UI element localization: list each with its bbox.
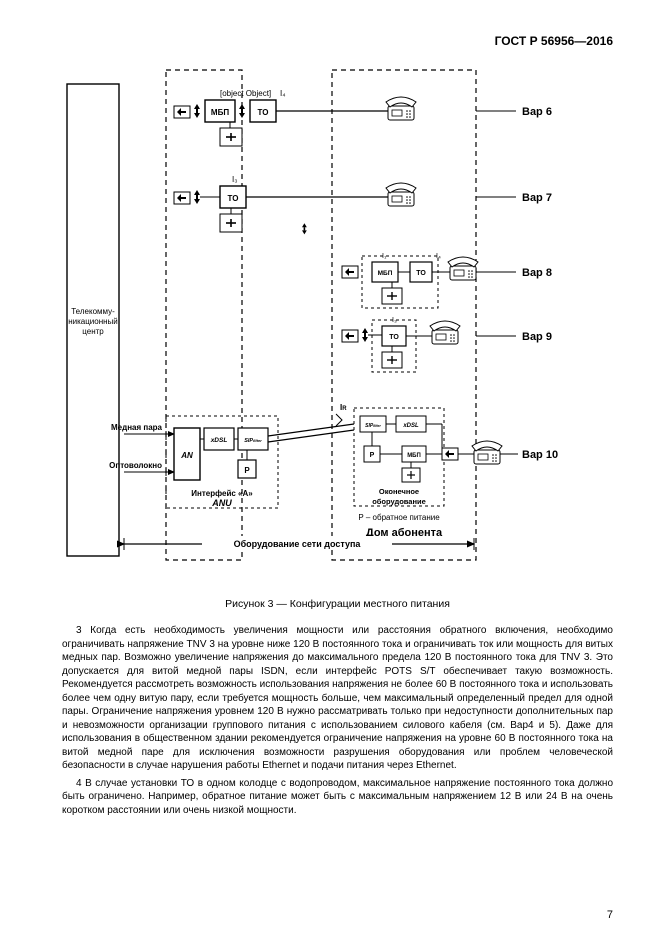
svg-text:I₄: I₄ — [436, 253, 441, 260]
svg-text:I₁: I₁ — [382, 253, 387, 260]
svg-text:P: P — [370, 452, 375, 459]
variant-label: Вар 10 — [522, 449, 558, 461]
svg-text:МБП: МБП — [407, 453, 421, 459]
figure-3-diagram: Телекомму- никационный центр Дом абонент… — [62, 60, 602, 580]
figure-caption: Рисунок 3 — Конфигурации местного питани… — [62, 598, 613, 610]
svg-text:I₃: I₃ — [392, 317, 397, 324]
svg-text:Оптоволокно: Оптоволокно — [109, 461, 162, 470]
svg-text:оборудование: оборудование — [372, 497, 426, 506]
current-label: [object Object] — [220, 89, 271, 98]
svg-text:xDSL: xDSL — [210, 437, 228, 444]
updown-icon — [194, 104, 200, 118]
variant-label: Вар 7 — [522, 192, 552, 204]
telecom-label-3: центр — [82, 327, 104, 336]
svg-text:ТО: ТО — [228, 194, 239, 203]
svg-text:МБП: МБП — [378, 270, 393, 277]
svg-text:AN: AN — [180, 451, 193, 460]
page-number: 7 — [607, 909, 613, 921]
plug-icon — [174, 106, 190, 118]
variant-label: Вар 8 — [522, 267, 552, 279]
current-label: I₄ — [280, 89, 286, 98]
variant-8: МБП ТО I₁ I₄ Вар 8 — [302, 223, 552, 308]
svg-text:I₃: I₃ — [232, 175, 237, 184]
svg-text:Оконечное: Оконечное — [379, 487, 419, 496]
body-text: 3 Когда есть необходимость увеличения мо… — [62, 624, 613, 817]
svg-text:ТО: ТО — [389, 334, 399, 341]
variant-label: Вар 9 — [522, 331, 552, 343]
paragraph-4: 4 В случае установки ТО в одном колодце … — [62, 777, 613, 818]
variant-6: МБП ТО [object Object] I₄ Вар 6 — [174, 89, 552, 146]
variant-9: ТО I₃ Вар 9 — [342, 317, 552, 372]
battery-icon — [220, 128, 242, 146]
access-equipment-label: Оборудование сети доступа — [234, 539, 362, 549]
variant-label: Вар 6 — [522, 106, 552, 118]
page: ГОСТ Р 56956—2016 — [0, 0, 661, 935]
updown-icon — [239, 104, 245, 118]
svg-text:ТО: ТО — [416, 270, 426, 277]
svg-text:Интерфейс «A»: Интерфейс «A» — [191, 489, 253, 498]
svg-text:Медная пара: Медная пара — [111, 423, 163, 432]
phone-icon — [386, 97, 416, 120]
svg-text:IR: IR — [340, 403, 347, 412]
svg-text:МБП: МБП — [211, 108, 229, 117]
telecom-label-1: Телекомму- — [71, 307, 115, 316]
svg-text:xDSL: xDSL — [402, 423, 419, 429]
variant-10: Интерфейс «A» ANU Медная пара Оптоволокн… — [109, 403, 558, 522]
svg-text:Р – обратное питание: Р – обратное питание — [358, 513, 440, 522]
paragraph-3: 3 Когда есть необходимость увеличения мо… — [62, 624, 613, 773]
standard-header: ГОСТ Р 56956—2016 — [62, 34, 613, 48]
svg-text:P: P — [244, 466, 250, 475]
variant-7: ТО I₃ Вар 7 — [174, 175, 552, 232]
svg-text:ANU: ANU — [211, 498, 232, 508]
telecom-label-2: никационный — [68, 317, 118, 326]
svg-text:ТО: ТО — [258, 108, 269, 117]
